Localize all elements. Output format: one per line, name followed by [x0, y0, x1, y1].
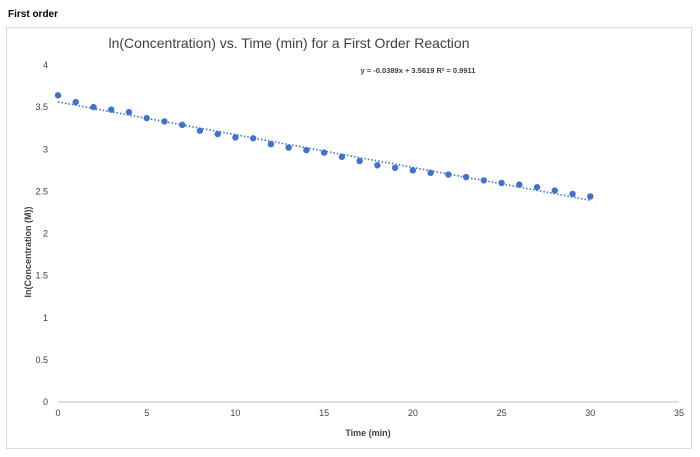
y-tick-label: 1.5: [35, 271, 48, 281]
data-point: [54, 92, 62, 99]
data-point: [72, 98, 79, 106]
x-tick-label: 30: [585, 408, 595, 418]
y-tick-label: 2: [43, 229, 48, 239]
data-point: [232, 134, 239, 141]
data-point: [267, 140, 275, 148]
data-point: [480, 177, 488, 184]
data-point: [498, 179, 505, 187]
data-point: [338, 153, 346, 161]
data-point: [303, 146, 310, 154]
data-point: [516, 181, 523, 188]
chart-frame: ln(Concentration) vs. Time (min) for a F…: [6, 27, 692, 449]
data-point: [214, 130, 221, 138]
y-tick-label: 3.5: [35, 102, 48, 112]
data-point: [196, 127, 204, 134]
x-tick-label: 5: [144, 408, 149, 418]
x-axis-label: Time (min): [345, 428, 390, 438]
data-point: [143, 114, 150, 122]
data-points: [54, 92, 594, 200]
y-axis-label: ln(Concentration (M)): [23, 207, 33, 298]
data-point: [108, 106, 115, 113]
x-tick-label: 20: [408, 408, 418, 418]
data-point: [374, 162, 381, 169]
y-tick-label: 0: [43, 397, 48, 407]
data-point: [249, 135, 257, 142]
y-tick-label: 4: [43, 60, 48, 70]
x-tick-label: 0: [55, 408, 60, 418]
x-tick-label: 15: [319, 408, 329, 418]
data-point: [125, 108, 133, 116]
y-tick-label: 1: [43, 313, 48, 323]
y-tick-labels: 0 0.5 1 1.5 2 2.5 3 3.5 4: [35, 60, 48, 407]
data-point: [551, 187, 558, 194]
x-tick-labels: 0 5 10 15 20 25 30 35: [55, 408, 684, 418]
scatter-chart: ln(Concentration) vs. Time (min) for a F…: [23, 35, 684, 438]
data-point: [90, 103, 97, 111]
y-tick-label: 0.5: [35, 355, 48, 365]
data-point: [533, 183, 541, 191]
data-point: [409, 167, 417, 174]
chart-title: ln(Concentration) vs. Time (min) for a F…: [109, 35, 470, 51]
x-tick-label: 25: [497, 408, 507, 418]
data-point: [285, 144, 292, 151]
data-point: [179, 121, 186, 129]
data-point: [427, 169, 434, 177]
data-point: [356, 157, 363, 165]
y-tick-label: 2.5: [35, 186, 48, 196]
data-point: [445, 171, 452, 178]
x-tick-label: 10: [230, 408, 240, 418]
trendline-equation: y = -0.0389x + 3.5619 R² = 0.9911: [361, 66, 476, 75]
page-heading: First order: [8, 9, 59, 20]
data-point: [320, 149, 328, 156]
x-tick-label: 35: [674, 408, 684, 418]
data-point: [161, 118, 168, 125]
data-point: [462, 173, 470, 181]
data-point: [391, 164, 399, 171]
data-point: [569, 190, 576, 198]
y-tick-label: 3: [43, 144, 48, 154]
data-point: [587, 193, 594, 200]
